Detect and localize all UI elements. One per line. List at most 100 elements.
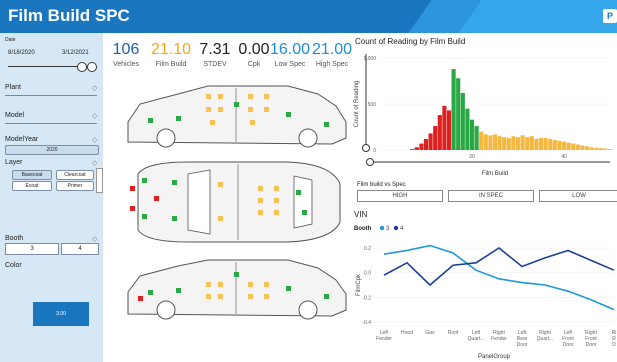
booth-option[interactable]: 3 xyxy=(5,243,59,255)
booth-option[interactable]: 4 xyxy=(61,243,99,255)
histogram-bar xyxy=(571,143,576,150)
histogram-bar xyxy=(423,138,429,150)
header-decoration xyxy=(458,0,617,33)
eraser-icon[interactable]: ◇ xyxy=(92,113,98,120)
legend-label: 4 xyxy=(400,226,404,232)
histogram-bar xyxy=(566,142,571,150)
eraser-icon[interactable]: ◇ xyxy=(92,160,98,167)
histogram-bar xyxy=(502,137,507,150)
eraser-icon[interactable]: ◇ xyxy=(92,85,98,92)
histogram-bar xyxy=(557,140,562,150)
histogram-bar xyxy=(410,149,415,150)
film-build-histogram: Count of Reading 0 500 1,000 20 40 Film Build xyxy=(354,54,613,177)
legend-marker xyxy=(379,225,385,231)
y-tick-label: 0.0 xyxy=(364,271,371,277)
modelyear-option[interactable]: 2020 xyxy=(5,145,99,155)
eraser-icon[interactable]: ◇ xyxy=(92,137,98,144)
date-slider-track[interactable] xyxy=(8,66,94,67)
legend-marker xyxy=(393,225,399,231)
plant-dropdown[interactable] xyxy=(5,95,97,96)
y-tick-label: -0.2 xyxy=(362,295,371,301)
x-tick-label: Left Fender xyxy=(376,330,392,342)
histogram-bar xyxy=(483,134,488,150)
x-tick-label: Left Rear Door xyxy=(517,330,528,348)
eraser-icon[interactable]: ◇ xyxy=(92,236,98,243)
histogram-bar xyxy=(584,146,590,150)
app-header: Film Build SPC P xyxy=(0,0,617,33)
histogram-bar xyxy=(433,126,438,150)
company-logo: P xyxy=(603,9,617,23)
kpi-value: 21.00 xyxy=(311,41,353,58)
layer-scrollbar[interactable] xyxy=(96,168,103,193)
x-axis-label: PanelGroup xyxy=(478,354,511,360)
histogram-bar xyxy=(506,138,511,150)
x-tick-label: 20 xyxy=(469,154,475,160)
layer-option[interactable]: Ecoat xyxy=(12,181,52,191)
car-panel-diagram xyxy=(127,85,347,320)
layer-option[interactable]: Primer xyxy=(56,181,94,191)
x-tick-label: Roof xyxy=(448,330,459,336)
date-start[interactable]: 8/18/2020 xyxy=(8,50,35,56)
x-tick-label: Right Fender xyxy=(491,330,507,342)
kpi-label: Low Spec xyxy=(274,61,306,68)
kpi-value: 7.31 xyxy=(199,41,231,58)
layer-option[interactable]: Clearcoat xyxy=(56,170,94,180)
layer-option[interactable]: Basecoat xyxy=(12,170,52,180)
histogram-bar xyxy=(525,137,530,150)
model-dropdown[interactable] xyxy=(5,123,97,124)
x-tick-label: Right Quart... xyxy=(537,330,554,342)
histogram-bar xyxy=(437,115,442,150)
spec-in-spec-button[interactable]: IN SPEC xyxy=(448,190,534,202)
histogram-bar xyxy=(543,138,548,150)
histogram-bar xyxy=(469,119,475,150)
kpi-label: Vehicles xyxy=(112,61,140,68)
vin-label: VIN xyxy=(354,210,368,219)
histogram-bar xyxy=(529,136,534,150)
histogram-bar xyxy=(511,136,516,150)
histogram-bar xyxy=(598,148,603,150)
kpi-label: High Spec xyxy=(315,61,349,68)
spec-low-button[interactable]: LOW xyxy=(539,190,617,202)
histogram-bar xyxy=(515,137,521,150)
histogram-bar xyxy=(538,138,544,150)
histogram-bar xyxy=(474,126,479,150)
histogram-bar xyxy=(548,138,553,150)
plant-label: Plant xyxy=(5,84,21,91)
histogram-bar xyxy=(561,141,567,150)
color-swatch[interactable]: 3.00 xyxy=(33,302,89,326)
date-slider-start-handle[interactable] xyxy=(77,62,87,72)
y-tick-label: 0 xyxy=(373,148,376,154)
histogram-bar xyxy=(488,135,493,150)
histogram-bar xyxy=(552,139,557,150)
date-label: Date xyxy=(5,37,16,43)
spec-high-button[interactable]: HIGH xyxy=(357,190,443,202)
modelyear-label: ModelYear xyxy=(5,136,39,143)
y-tick-label: 500 xyxy=(368,102,377,108)
x-axis-label: Film Build xyxy=(482,171,508,177)
y-tick-label: 1,000 xyxy=(363,56,376,62)
x-tick-label: Left Front Door xyxy=(562,330,574,348)
histogram-bar xyxy=(465,108,470,150)
y-tick-label: -0.4 xyxy=(362,320,371,326)
y-tick-label: 0.2 xyxy=(364,246,371,252)
date-slider-end-handle[interactable] xyxy=(87,62,97,72)
x-tick-label: 40 xyxy=(561,154,567,160)
layer-label: Layer xyxy=(5,159,23,166)
color-label: Color xyxy=(5,262,22,269)
histogram-bar xyxy=(603,148,608,150)
kpi-value: 21.10 xyxy=(150,41,192,58)
x-tick-label: Hood xyxy=(401,330,413,336)
spec-filter-label: Film build vs Spec xyxy=(357,182,406,188)
histogram-bar xyxy=(451,69,456,150)
series-line xyxy=(383,244,615,311)
histogram-bar xyxy=(520,135,525,150)
histogram-bar xyxy=(607,149,613,150)
series-line xyxy=(383,247,615,287)
y-slider-handle[interactable] xyxy=(362,144,370,152)
x-slider-handle[interactable] xyxy=(366,158,374,166)
legend-label: 3 xyxy=(386,226,390,232)
model-label: Model xyxy=(5,112,25,119)
date-end[interactable]: 3/12/2021 xyxy=(62,50,89,56)
x-tick-label: Left Quart... xyxy=(468,330,485,342)
x-tick-label: Gas xyxy=(425,330,435,336)
